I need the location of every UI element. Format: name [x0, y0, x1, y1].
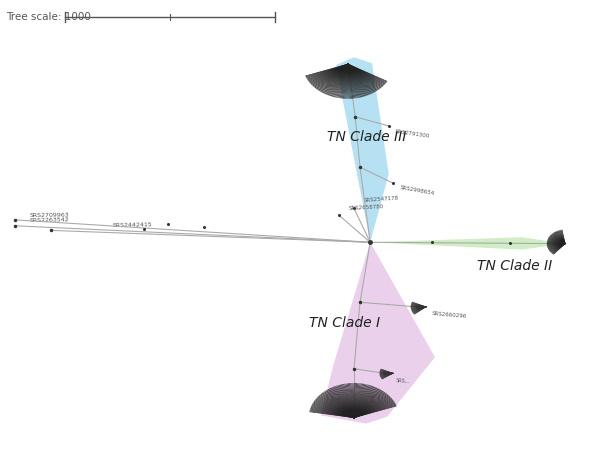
Text: SRS2709963: SRS2709963: [30, 212, 70, 218]
Polygon shape: [336, 57, 389, 242]
Text: SRS2263542: SRS2263542: [30, 217, 70, 223]
Text: SRS2791300: SRS2791300: [395, 129, 430, 139]
Polygon shape: [370, 237, 565, 250]
Polygon shape: [321, 242, 435, 424]
Text: SRS...: SRS...: [396, 378, 410, 384]
Text: SRS2442415: SRS2442415: [112, 222, 152, 228]
Text: TN Clade I: TN Clade I: [309, 316, 380, 330]
Text: Tree scale: 1000: Tree scale: 1000: [6, 12, 91, 22]
Text: TN Clade II: TN Clade II: [477, 259, 552, 273]
Text: SRS2547178: SRS2547178: [363, 196, 398, 203]
Text: TN Clade III: TN Clade III: [327, 131, 406, 144]
Text: SRS2998654: SRS2998654: [399, 185, 434, 196]
Text: SRS2660296: SRS2660296: [432, 311, 467, 320]
Text: SRS2658780: SRS2658780: [348, 204, 383, 211]
